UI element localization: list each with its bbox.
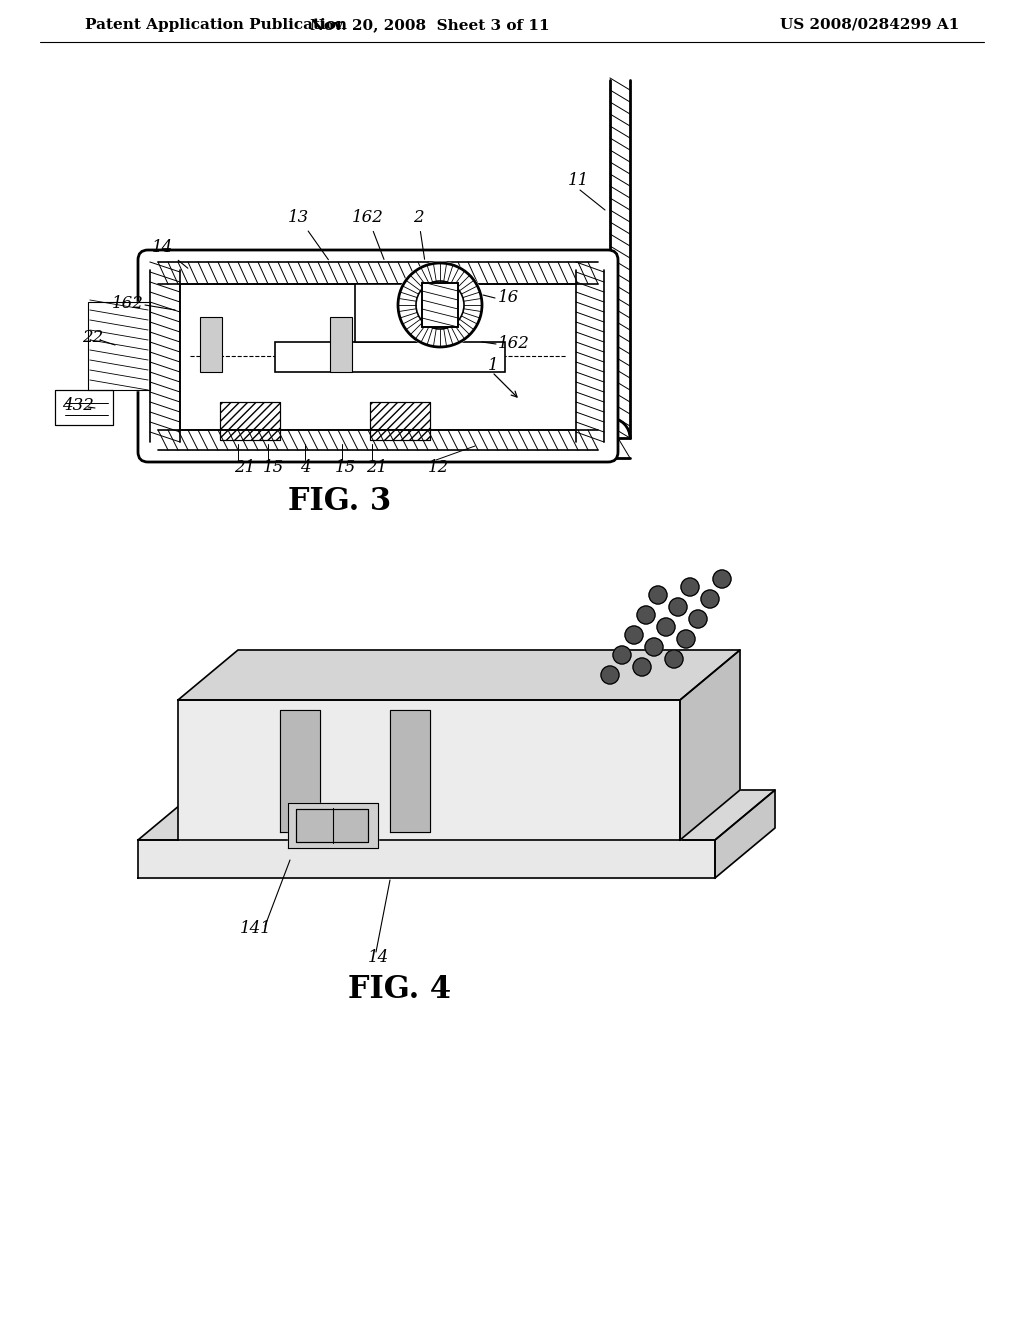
Bar (422, 282, 458, 327)
Polygon shape (680, 649, 740, 840)
Text: 21: 21 (366, 459, 387, 477)
Circle shape (677, 630, 695, 648)
Text: 162: 162 (498, 335, 529, 352)
Text: 1: 1 (488, 356, 499, 374)
Text: 14: 14 (368, 949, 389, 966)
Bar (355, 284, 425, 342)
Polygon shape (178, 700, 680, 840)
Polygon shape (138, 840, 715, 878)
Circle shape (669, 598, 687, 616)
Bar (55, 389, 113, 425)
Bar (88, 302, 150, 389)
Bar (200, 317, 222, 372)
Circle shape (713, 570, 731, 587)
Bar (275, 342, 505, 372)
Circle shape (625, 626, 643, 644)
FancyBboxPatch shape (138, 249, 618, 462)
Circle shape (397, 261, 483, 348)
Text: 21: 21 (234, 459, 255, 477)
Bar (330, 317, 352, 372)
Text: 16: 16 (498, 289, 519, 306)
Text: 12: 12 (428, 459, 450, 477)
Bar (370, 403, 430, 440)
Polygon shape (390, 710, 430, 832)
Text: 4: 4 (300, 459, 310, 477)
Polygon shape (138, 789, 775, 840)
Bar (422, 282, 458, 327)
Circle shape (681, 578, 699, 597)
Text: 15: 15 (263, 459, 285, 477)
Polygon shape (288, 803, 378, 847)
Text: 162: 162 (352, 209, 384, 260)
Circle shape (665, 649, 683, 668)
Circle shape (649, 586, 667, 605)
Text: 22: 22 (82, 329, 103, 346)
Text: FIG. 3: FIG. 3 (289, 487, 391, 517)
Text: Patent Application Publication: Patent Application Publication (85, 18, 347, 32)
Text: Nov. 20, 2008  Sheet 3 of 11: Nov. 20, 2008 Sheet 3 of 11 (310, 18, 550, 32)
Text: 141: 141 (240, 920, 272, 937)
Text: 11: 11 (568, 172, 589, 189)
Circle shape (637, 606, 655, 624)
Circle shape (657, 618, 675, 636)
Text: 15: 15 (335, 459, 356, 477)
Circle shape (645, 638, 663, 656)
Text: 14: 14 (152, 239, 187, 268)
Polygon shape (715, 789, 775, 878)
Bar (296, 809, 368, 842)
Bar (370, 403, 430, 440)
Bar (220, 403, 280, 440)
Circle shape (689, 610, 707, 628)
Text: 2: 2 (413, 209, 425, 259)
Circle shape (613, 645, 631, 664)
Text: US 2008/0284299 A1: US 2008/0284299 A1 (780, 18, 959, 32)
Text: FIG. 4: FIG. 4 (348, 974, 452, 1006)
Text: 432: 432 (62, 397, 94, 414)
Bar (220, 403, 280, 440)
Polygon shape (88, 302, 150, 389)
Circle shape (633, 657, 651, 676)
Circle shape (601, 667, 618, 684)
Circle shape (701, 590, 719, 609)
Text: 13: 13 (288, 209, 329, 260)
Text: 162: 162 (112, 294, 144, 312)
Polygon shape (280, 710, 319, 832)
Bar (296, 809, 368, 842)
Polygon shape (178, 649, 740, 700)
Bar (55, 389, 113, 425)
